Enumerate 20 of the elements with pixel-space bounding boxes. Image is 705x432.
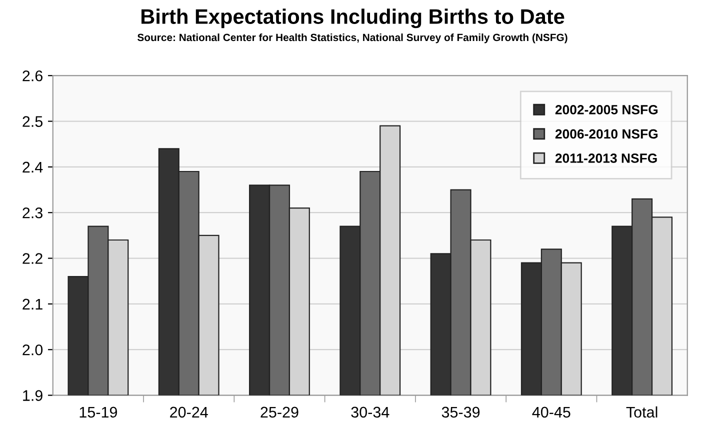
y-tick-label: 2.2 (22, 253, 42, 264)
y-tick-label: 2.6 (22, 70, 42, 82)
legend-label: 2006-2010 NSFG (555, 129, 658, 139)
y-tick-label: 2.4 (22, 162, 43, 172)
x-tick-label: 35-39 (442, 406, 480, 418)
y-tick-label: 2.1 (22, 298, 42, 310)
legend-label: 2002-2005 NSFG (555, 105, 658, 114)
y-tick-label: 1.9 (23, 390, 42, 401)
y-tick-label: 2.5 (22, 116, 43, 127)
y-tick-label: 2.0 (22, 344, 43, 356)
y-tick-label: 2.3 (22, 207, 42, 218)
chart-subtitle: Source: National Center for Health Statistics, National Survey of Family Growth (NSFG) (138, 33, 568, 44)
x-tick-label: 15-19 (80, 406, 118, 418)
x-tick-label: Total (626, 406, 658, 418)
chart-title: Birth Expectations Including Births to Date (142, 8, 564, 28)
legend-label: 2011-2013 NSFG (555, 154, 657, 163)
x-tick-label: 30-34 (351, 406, 390, 418)
x-tick-label: 25-29 (260, 406, 298, 418)
x-tick-label: 20-24 (170, 406, 208, 418)
x-tick-label: 40-45 (532, 406, 570, 418)
